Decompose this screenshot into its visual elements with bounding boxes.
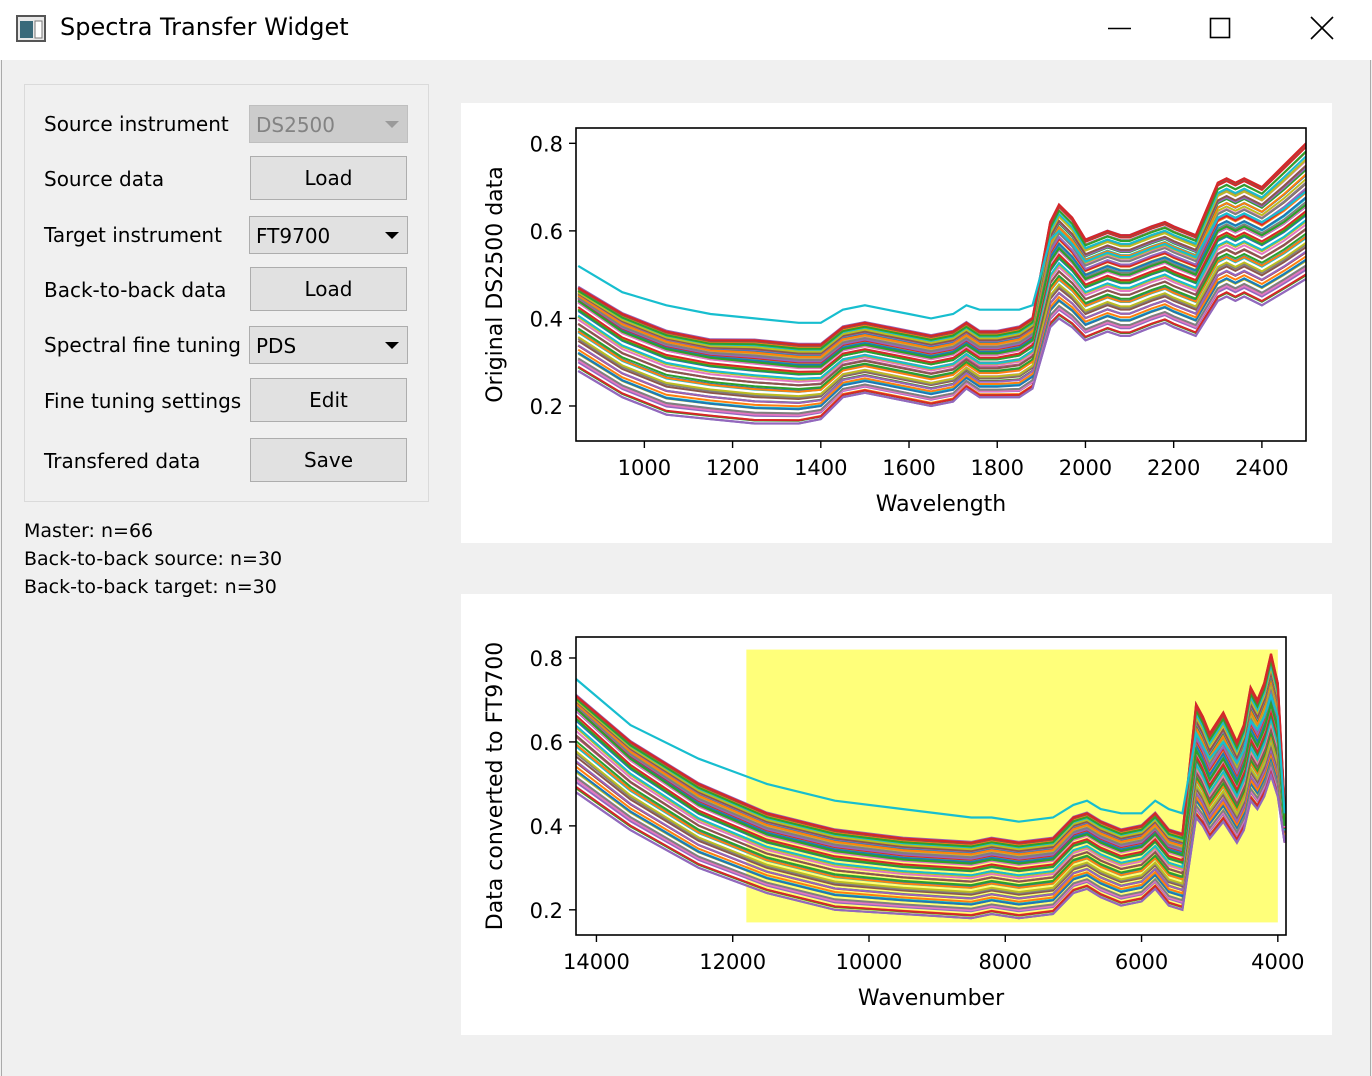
x-tick-label: 8000 [979, 950, 1032, 974]
y-tick-label: 0.4 [530, 815, 563, 839]
axes-frame [575, 636, 1287, 936]
spectrum-line [577, 241, 1306, 398]
settings-groupbox [24, 84, 429, 502]
spectral-fine-tuning-value: PDS [256, 334, 297, 358]
top-plot-panel: 1000 1200 1400 1600 1800 2000 2200 2400 0.2 0.4 0.… [461, 103, 1332, 543]
x-tick-label: 1400 [794, 456, 847, 480]
x-tick-label: 2400 [1235, 456, 1288, 480]
series-line-lowest [577, 278, 1306, 425]
back-to-back-load-button[interactable]: Load [250, 267, 407, 311]
y-tick-label: 0.8 [530, 132, 563, 156]
spectrum-line [576, 737, 1286, 894]
y-tick-label: 0.2 [530, 395, 563, 419]
app-icon [16, 15, 46, 42]
spectrum-line [576, 715, 1286, 877]
chevron-down-icon [385, 342, 399, 349]
x-tick-label: 10000 [836, 950, 903, 974]
maximize-button[interactable] [1170, 0, 1270, 60]
y-tick-label: 0.4 [530, 307, 563, 331]
source-data-load-button[interactable]: Load [250, 156, 407, 200]
source-data-label: Source data [44, 167, 165, 191]
maximize-icon [1209, 17, 1231, 39]
back-to-back-data-label: Back-to-back data [44, 278, 227, 302]
spectrum-line [576, 660, 1286, 848]
series-line-mid [576, 699, 1286, 865]
master-count-text: Master: n=66 [24, 520, 154, 542]
x-tick-label: 4000 [1251, 950, 1304, 974]
source-instrument-label: Source instrument [44, 112, 229, 136]
x-tick-label: 14000 [563, 950, 630, 974]
spectrum-line [576, 750, 1286, 903]
minimize-button[interactable] [1070, 0, 1170, 60]
axes-frame [575, 127, 1307, 442]
series-line-lowest [576, 771, 1286, 920]
series-line-highest [576, 653, 1286, 844]
window-title: Spectra Transfer Widget [60, 13, 349, 41]
spectrum-line [576, 719, 1286, 880]
x-tick-label: 1600 [882, 456, 935, 480]
spectrum-line [576, 767, 1286, 917]
x-tick-label: 12000 [699, 950, 766, 974]
spectrum-line [576, 679, 1286, 856]
close-button[interactable] [1272, 0, 1372, 60]
target-instrument-label: Target instrument [44, 223, 222, 247]
b2b-target-count-text: Back-to-back target: n=30 [24, 576, 277, 598]
target-instrument-value: FT9700 [256, 224, 331, 248]
x-axis-label: Wavelength [876, 492, 1007, 517]
y-tick-label: 0.8 [530, 647, 563, 671]
spectrum-line [576, 686, 1286, 859]
transfered-data-save-button[interactable]: Save [250, 438, 407, 482]
plot-area [576, 649, 1286, 923]
chevron-down-icon [385, 232, 399, 239]
spectrum-line [576, 753, 1286, 906]
x-tick-label: 2000 [1059, 456, 1112, 480]
spectrum-line [576, 709, 1286, 872]
x-axis-label: Wavenumber [858, 986, 1005, 1011]
source-instrument-value: DS2500 [256, 113, 335, 137]
fine-tuning-edit-button[interactable]: Edit [250, 378, 407, 422]
y-tick-label: 0.6 [530, 220, 563, 244]
spectrum-line [576, 706, 1286, 870]
series-line-mid [577, 203, 1306, 368]
transfered-data-label: Transfered data [44, 449, 201, 473]
x-tick-label: 6000 [1115, 950, 1168, 974]
x-tick-label: 1000 [618, 456, 671, 480]
x-tick-label: 1800 [971, 456, 1024, 480]
spectrum-line [576, 667, 1286, 851]
target-instrument-combo[interactable]: FT9700 [249, 216, 408, 254]
chevron-down-icon [385, 121, 399, 128]
spectrum-line [576, 731, 1286, 889]
bottom-spectra-chart: 14000 12000 10000 8000 6000 4000 0.2 0.4 0.6 0.8 W… [483, 636, 1305, 1011]
spectrum-line [576, 761, 1286, 912]
spectrum-line [576, 671, 1286, 853]
y-tick-label: 0.6 [530, 731, 563, 755]
title-bar: Spectra Transfer Widget [0, 0, 1372, 60]
y-tick-label: 0.2 [530, 899, 563, 923]
top-spectra-chart: 1000 1200 1400 1600 1800 2000 2200 2400 0.2 0.4 0.… [483, 127, 1307, 517]
bottom-plot-panel: 14000 12000 10000 8000 6000 4000 0.2 0.4 0.6 0.8 W… [461, 594, 1332, 1035]
y-axis-label: Data converted to FT9700 [483, 642, 508, 931]
minimize-icon [1108, 27, 1131, 30]
b2b-source-count-text: Back-to-back source: n=30 [24, 548, 283, 570]
y-axis-label: Original DS2500 data [483, 166, 508, 403]
x-tick-label: 1200 [706, 456, 759, 480]
spectral-fine-tuning-label: Spectral fine tuning [44, 333, 241, 357]
fine-tuning-settings-label: Fine tuning settings [44, 389, 242, 413]
series-line-offset [576, 678, 1286, 823]
x-tick-label: 2200 [1147, 456, 1200, 480]
series-line-offset [577, 190, 1306, 324]
spectrum-line [577, 264, 1306, 415]
spectrum-line [576, 728, 1286, 887]
spectral-fine-tuning-combo[interactable]: PDS [249, 326, 408, 364]
spectrum-line [576, 759, 1286, 910]
source-instrument-combo: DS2500 [249, 105, 408, 143]
spectrum-line [576, 694, 1286, 864]
plot-area [577, 142, 1306, 425]
spectrum-line [576, 723, 1286, 883]
spectrum-line [576, 741, 1286, 896]
close-icon [1310, 16, 1334, 40]
spectrum-line [576, 745, 1286, 900]
